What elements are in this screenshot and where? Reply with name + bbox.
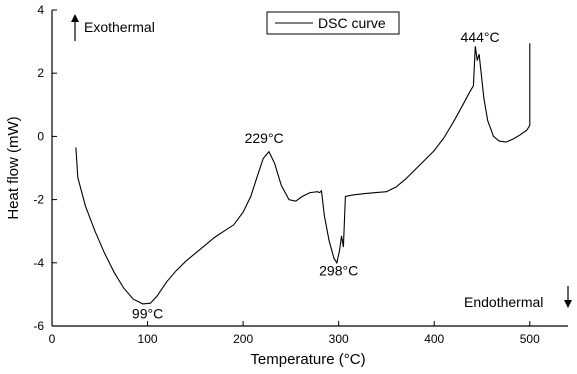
legend-box — [266, 11, 400, 35]
y-tick-label: 4 — [37, 3, 44, 17]
axes — [51, 10, 568, 327]
x-tick-label: 200 — [233, 332, 253, 346]
y-ticks: -6 -4 -2 0 2 4 — [33, 3, 57, 333]
endothermal-label: Endothermal — [464, 294, 543, 310]
y-tick-label: 2 — [37, 66, 44, 80]
y-axis-label: Heat flow (mW) — [5, 116, 22, 219]
peak-label-298: 298°C — [319, 263, 358, 279]
up-arrowhead-icon — [71, 14, 79, 22]
exothermal-label: Exothermal — [84, 19, 155, 35]
x-tick-label: 400 — [424, 332, 444, 346]
y-tick-label: 0 — [37, 129, 44, 143]
exothermal-annotation: Exothermal — [71, 14, 155, 41]
peak-label-444: 444°C — [461, 29, 500, 45]
x-tick-label: 300 — [329, 332, 349, 346]
x-ticks: 0 100 200 300 400 500 — [49, 321, 540, 346]
x-axis-label: Temperature (°C) — [250, 351, 365, 368]
peak-label-229: 229°C — [245, 130, 284, 146]
x-tick-label: 500 — [520, 332, 540, 346]
y-tick-label: -4 — [33, 256, 44, 270]
legend: DSC curve — [266, 11, 400, 35]
endothermal-annotation: Endothermal — [464, 286, 572, 310]
peak-label-99: 99°C — [132, 305, 163, 321]
peak-labels: 99°C 229°C 298°C 444°C — [132, 29, 500, 321]
y-tick-label: -2 — [33, 193, 44, 207]
x-tick-label: 100 — [138, 332, 158, 346]
legend-label: DSC curve — [318, 15, 386, 31]
down-arrowhead-icon — [564, 300, 572, 308]
y-tick-label: -6 — [33, 319, 44, 333]
x-tick-label: 0 — [49, 332, 56, 346]
dsc-curve-line — [75, 43, 531, 305]
